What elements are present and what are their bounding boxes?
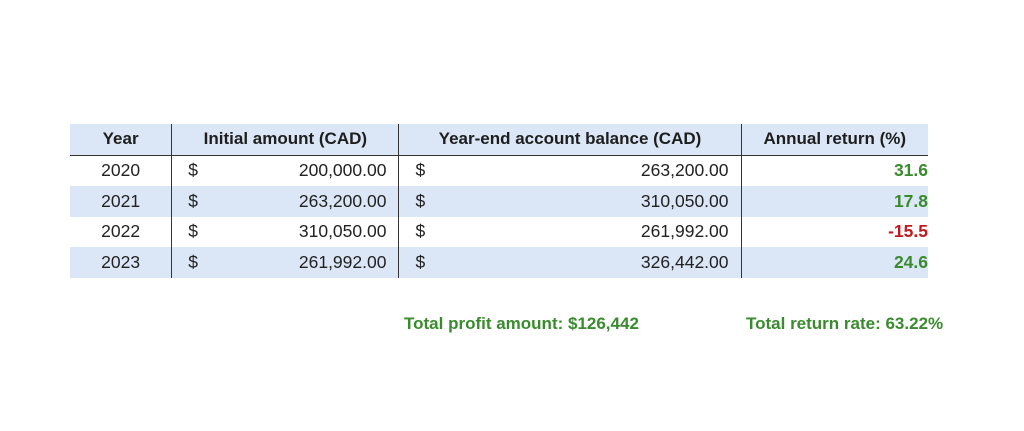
year-end-cell: $263,200.00 (398, 155, 742, 186)
year-end-cell: $261,992.00 (398, 216, 742, 247)
currency-symbol: $ (415, 251, 426, 272)
year-end-amount: 310,050.00 (640, 190, 729, 211)
year-end-amount: 261,992.00 (640, 221, 729, 242)
initial-amount: 310,050.00 (298, 221, 387, 242)
header-annual-return: Annual return (%) (740, 124, 928, 156)
year-end-cell: $310,050.00 (398, 186, 742, 217)
year-end-amount: 263,200.00 (640, 160, 729, 181)
return-cell: 31.6 (740, 155, 928, 186)
initial-amount: 261,992.00 (298, 251, 387, 272)
header-row: Year Initial amount (CAD) Year-end accou… (70, 124, 928, 156)
returns-table: Year Initial amount (CAD) Year-end accou… (70, 124, 928, 278)
currency-symbol: $ (415, 221, 426, 242)
year-cell: 2020 (101, 160, 141, 181)
year-end-amount: 326,442.00 (640, 251, 729, 272)
currency-symbol: $ (188, 251, 198, 272)
table-row: 2023 $261,992.00 $326,442.00 24.6 (70, 247, 928, 278)
table-row: 2020 $200,000.00 $263,200.00 31.6 (70, 155, 928, 186)
currency-symbol: $ (415, 160, 426, 181)
header-year: Year (70, 124, 172, 156)
header-initial-amount: Initial amount (CAD) (171, 124, 399, 156)
initial-amount: 263,200.00 (298, 190, 387, 211)
total-return-rate: Total return rate: 63.22% (746, 314, 944, 333)
initial-amount: 200,000.00 (298, 160, 387, 181)
year-end-cell: $326,442.00 (398, 247, 742, 278)
table-row: 2022 $310,050.00 $261,992.00 -15.5 (70, 216, 928, 247)
table-row: 2021 $263,200.00 $310,050.00 17.8 (70, 186, 928, 217)
currency-symbol: $ (415, 190, 426, 211)
total-profit-amount: Total profit amount: $126,442 (404, 314, 639, 333)
initial-cell: $310,050.00 (171, 216, 399, 247)
header-year-end-balance: Year-end account balance (CAD) (398, 124, 742, 156)
currency-symbol: $ (188, 221, 198, 242)
return-cell: 24.6 (740, 247, 928, 278)
initial-cell: $200,000.00 (171, 155, 399, 186)
year-cell: 2021 (70, 186, 172, 217)
year-cell: 2023 (70, 247, 172, 278)
initial-cell: $263,200.00 (171, 186, 399, 217)
return-cell: 17.8 (740, 186, 928, 217)
return-cell: -15.5 (740, 216, 928, 247)
year-cell: 2022 (101, 221, 141, 242)
currency-symbol: $ (188, 160, 198, 181)
initial-cell: $261,992.00 (171, 247, 399, 278)
currency-symbol: $ (188, 190, 198, 211)
